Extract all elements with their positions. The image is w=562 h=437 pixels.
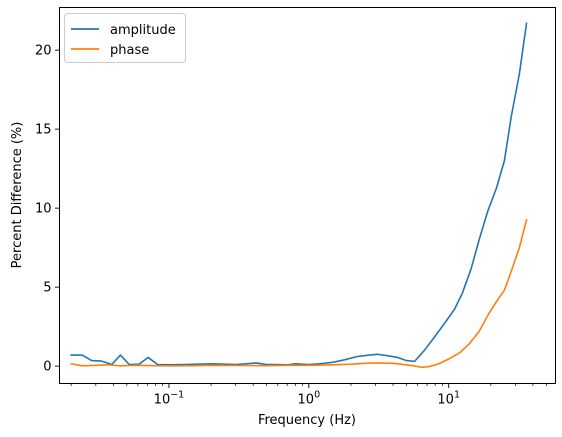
- series-layer: [70, 22, 528, 369]
- y-tick-label: 10: [35, 202, 52, 217]
- legend-entry-amplitude: amplitude: [110, 23, 176, 38]
- x-tick-label: 10−1: [154, 390, 185, 408]
- series-line-phase: [70, 219, 528, 369]
- y-tick-label: 15: [35, 123, 52, 138]
- x-tick-label: 100: [298, 390, 321, 408]
- y-tick-label: 5: [43, 281, 51, 296]
- y-tick-label: 20: [35, 44, 52, 59]
- legend-box: [64, 13, 186, 63]
- x-axis: 10−1 100 101: [70, 383, 547, 408]
- y-axis: 0 5 10 15 20: [35, 44, 60, 375]
- y-axis-label: Percent Difference (%): [10, 122, 25, 269]
- legend-entry-phase: phase: [110, 43, 149, 58]
- plot-frame: [59, 7, 556, 384]
- series-line-amplitude: [70, 22, 528, 366]
- y-tick-label: 0: [43, 360, 51, 375]
- x-axis-label: Frequency (Hz): [258, 413, 356, 428]
- legend: amplitude phase: [64, 13, 186, 63]
- x-tick-label: 101: [437, 390, 460, 408]
